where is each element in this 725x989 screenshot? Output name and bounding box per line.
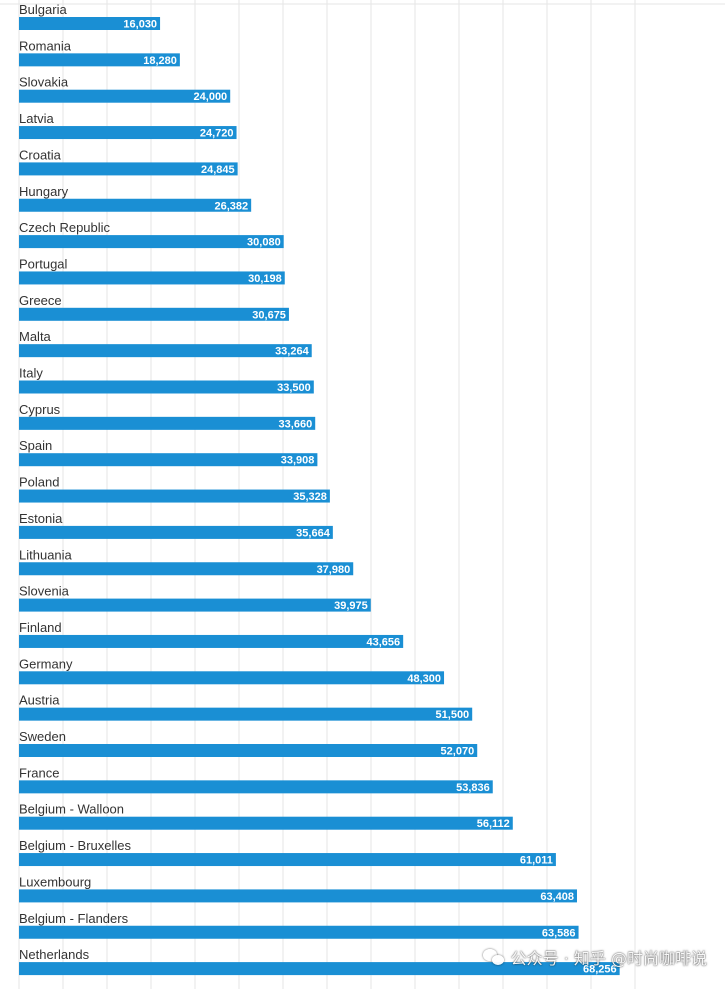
bar (19, 562, 354, 576)
category-label: Italy (19, 366, 43, 381)
category-label: Spain (19, 438, 52, 453)
category-label: Bulgaria (19, 2, 67, 17)
category-label: Estonia (19, 511, 63, 526)
value-label: 48,300 (407, 673, 441, 685)
value-label: 30,080 (247, 237, 281, 249)
bar (19, 271, 285, 285)
value-label: 26,382 (215, 200, 249, 212)
category-label: Croatia (19, 147, 62, 162)
category-label: Slovenia (19, 584, 70, 599)
category-label: Cyprus (19, 402, 61, 417)
category-label: Belgium - Bruxelles (19, 838, 131, 853)
category-label: Czech Republic (19, 220, 111, 235)
bar (19, 598, 371, 612)
value-label: 30,675 (252, 309, 286, 321)
category-label: Austria (19, 693, 60, 708)
bar (19, 126, 237, 140)
category-label: Slovakia (19, 75, 69, 90)
category-label: Malta (19, 329, 52, 344)
category-label: Netherlands (19, 947, 90, 962)
bar (19, 307, 289, 321)
category-label: Poland (19, 475, 59, 490)
value-label: 39,975 (334, 600, 368, 612)
value-label: 24,000 (194, 91, 228, 103)
category-label: Hungary (19, 184, 69, 199)
category-label: France (19, 765, 59, 780)
value-label: 61,011 (520, 855, 553, 867)
bars: Bulgaria 16,030 Romania 18,280 Slovakia 24,00… (19, 2, 620, 976)
value-label: 63,408 (540, 891, 574, 903)
value-label: 33,908 (281, 455, 315, 467)
value-label: 18,280 (143, 55, 177, 67)
category-label: Greece (19, 293, 62, 308)
category-label: Luxembourg (19, 874, 91, 889)
value-label: 35,664 (296, 527, 331, 539)
value-label: 35,328 (293, 491, 327, 503)
bar (19, 89, 231, 103)
value-label: 33,660 (279, 418, 313, 430)
value-label: 53,836 (456, 782, 490, 794)
category-label: Finland (19, 620, 62, 635)
bar (19, 162, 238, 176)
category-label: Belgium - Walloon (19, 802, 124, 817)
value-label: 33,264 (275, 346, 310, 358)
bar (19, 235, 284, 249)
bar (19, 380, 314, 394)
category-label: Romania (19, 38, 72, 53)
value-label: 16,030 (123, 19, 157, 31)
value-label: 51,500 (436, 709, 470, 721)
bar (19, 344, 312, 358)
bar (19, 634, 404, 648)
category-label: Latvia (19, 111, 54, 126)
bar (19, 889, 577, 903)
watermark-text: 公众号 · 知乎 @时尚咖啡说 (510, 949, 707, 968)
value-label: 30,198 (248, 273, 282, 285)
watermark: 公众号 · 知乎 @时尚咖啡说 (482, 945, 707, 969)
bar (19, 816, 513, 830)
value-label: 56,112 (477, 818, 510, 830)
bar (19, 707, 473, 721)
bar (19, 744, 478, 757)
value-label: 33,500 (277, 382, 311, 394)
bar (19, 925, 579, 939)
value-label: 24,720 (200, 128, 234, 140)
bar (19, 198, 252, 212)
wechat-icon (482, 948, 505, 966)
value-label: 68,256 (583, 964, 617, 976)
category-label: Germany (19, 656, 73, 671)
bar (19, 962, 620, 976)
category-label: Sweden (19, 729, 66, 744)
value-label: 63,586 (542, 927, 576, 939)
value-label: 52,070 (441, 746, 475, 758)
bar (19, 780, 493, 794)
bar (19, 53, 180, 67)
value-label: 43,656 (367, 636, 401, 648)
category-label: Belgium - Flanders (19, 911, 129, 926)
bar (19, 416, 316, 430)
value-label: 24,845 (201, 164, 235, 176)
category-label: Portugal (19, 256, 68, 271)
bar (19, 453, 318, 467)
bar (19, 525, 333, 539)
category-label: Lithuania (19, 547, 73, 562)
bar (19, 489, 330, 503)
bar (19, 671, 445, 685)
bar (19, 17, 161, 30)
bar (19, 853, 556, 867)
value-label: 37,980 (317, 564, 351, 576)
